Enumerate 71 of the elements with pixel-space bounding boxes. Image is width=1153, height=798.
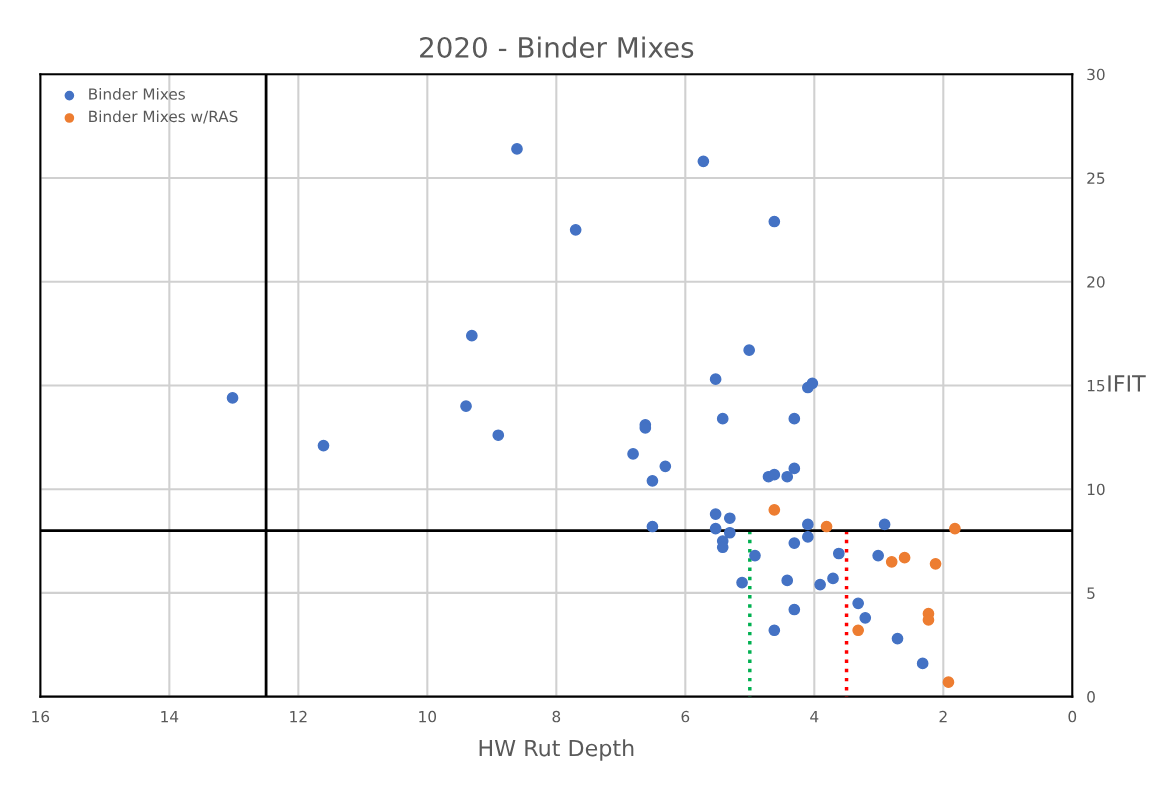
x-tick-label: 6	[681, 710, 690, 723]
point	[814, 578, 826, 591]
point	[716, 412, 729, 425]
y-tick-label: 20	[1087, 276, 1105, 288]
point	[460, 400, 472, 413]
x-tick-label: 12	[290, 710, 307, 723]
point	[929, 558, 942, 570]
x-tick-label: 0	[1068, 710, 1077, 723]
chart-title: 2020 - Binder Mixes	[420, 36, 694, 58]
point	[832, 547, 845, 560]
point	[723, 512, 736, 525]
point	[820, 520, 833, 533]
point	[646, 475, 659, 487]
y-tick-label: 15	[1087, 380, 1105, 392]
point	[898, 551, 911, 564]
point	[802, 518, 814, 531]
point	[878, 518, 891, 531]
point	[806, 377, 819, 390]
point	[697, 155, 710, 168]
point	[226, 392, 239, 404]
point	[709, 373, 722, 386]
point	[949, 522, 961, 535]
point	[768, 215, 781, 228]
x-tick-label: 4	[810, 711, 819, 723]
legend-label: Binder Mixes w/RAS	[89, 110, 238, 124]
point	[709, 522, 722, 535]
point	[942, 676, 955, 688]
point	[916, 657, 929, 670]
point	[852, 624, 865, 637]
point	[768, 624, 781, 637]
point	[852, 597, 865, 610]
point	[743, 344, 756, 357]
legend-label: Binder Mixes	[89, 87, 185, 100]
y-axis-title: IFIT	[1108, 375, 1146, 392]
point	[788, 412, 801, 425]
point	[768, 468, 781, 481]
point	[885, 555, 898, 568]
x-tick-label: 8	[552, 710, 561, 723]
point	[465, 329, 478, 342]
point	[768, 504, 781, 516]
point	[317, 439, 330, 452]
x-tick-label: 16	[32, 710, 50, 723]
point	[827, 572, 839, 585]
y-tick-label: 5	[1087, 587, 1095, 599]
point	[659, 460, 672, 473]
point	[709, 508, 722, 520]
point	[569, 223, 582, 236]
point	[781, 470, 794, 483]
x-tick-label: 14	[161, 711, 179, 723]
y-tick-label: 25	[1087, 172, 1105, 184]
point	[891, 632, 904, 645]
point	[788, 462, 801, 475]
y-tick-label: 30	[1087, 68, 1105, 81]
point	[781, 574, 794, 587]
point	[749, 549, 761, 562]
point	[859, 611, 872, 624]
point	[802, 531, 814, 543]
point	[872, 549, 885, 562]
point	[627, 448, 639, 460]
x-tick-label: 2	[939, 710, 947, 723]
point	[736, 576, 748, 589]
point	[492, 429, 505, 442]
y-tick-label: 0	[1087, 691, 1095, 703]
point	[646, 520, 659, 533]
x-axis-title: HW Rut Depth	[479, 739, 634, 761]
x-tick-label: 10	[419, 710, 437, 723]
point	[723, 526, 736, 539]
y-tick-label: 10	[1087, 483, 1105, 496]
point	[511, 143, 523, 155]
point	[788, 603, 801, 616]
point	[788, 537, 801, 549]
